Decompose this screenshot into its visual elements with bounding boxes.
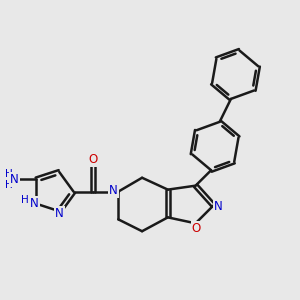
- Text: N: N: [55, 207, 64, 220]
- Text: N: N: [214, 200, 223, 213]
- Text: N: N: [30, 197, 39, 210]
- Text: H: H: [5, 169, 13, 178]
- Text: N: N: [10, 173, 19, 186]
- Text: H: H: [5, 180, 13, 190]
- Text: H: H: [21, 195, 29, 205]
- Text: O: O: [192, 222, 201, 235]
- Text: N: N: [109, 184, 118, 197]
- Text: O: O: [88, 153, 97, 167]
